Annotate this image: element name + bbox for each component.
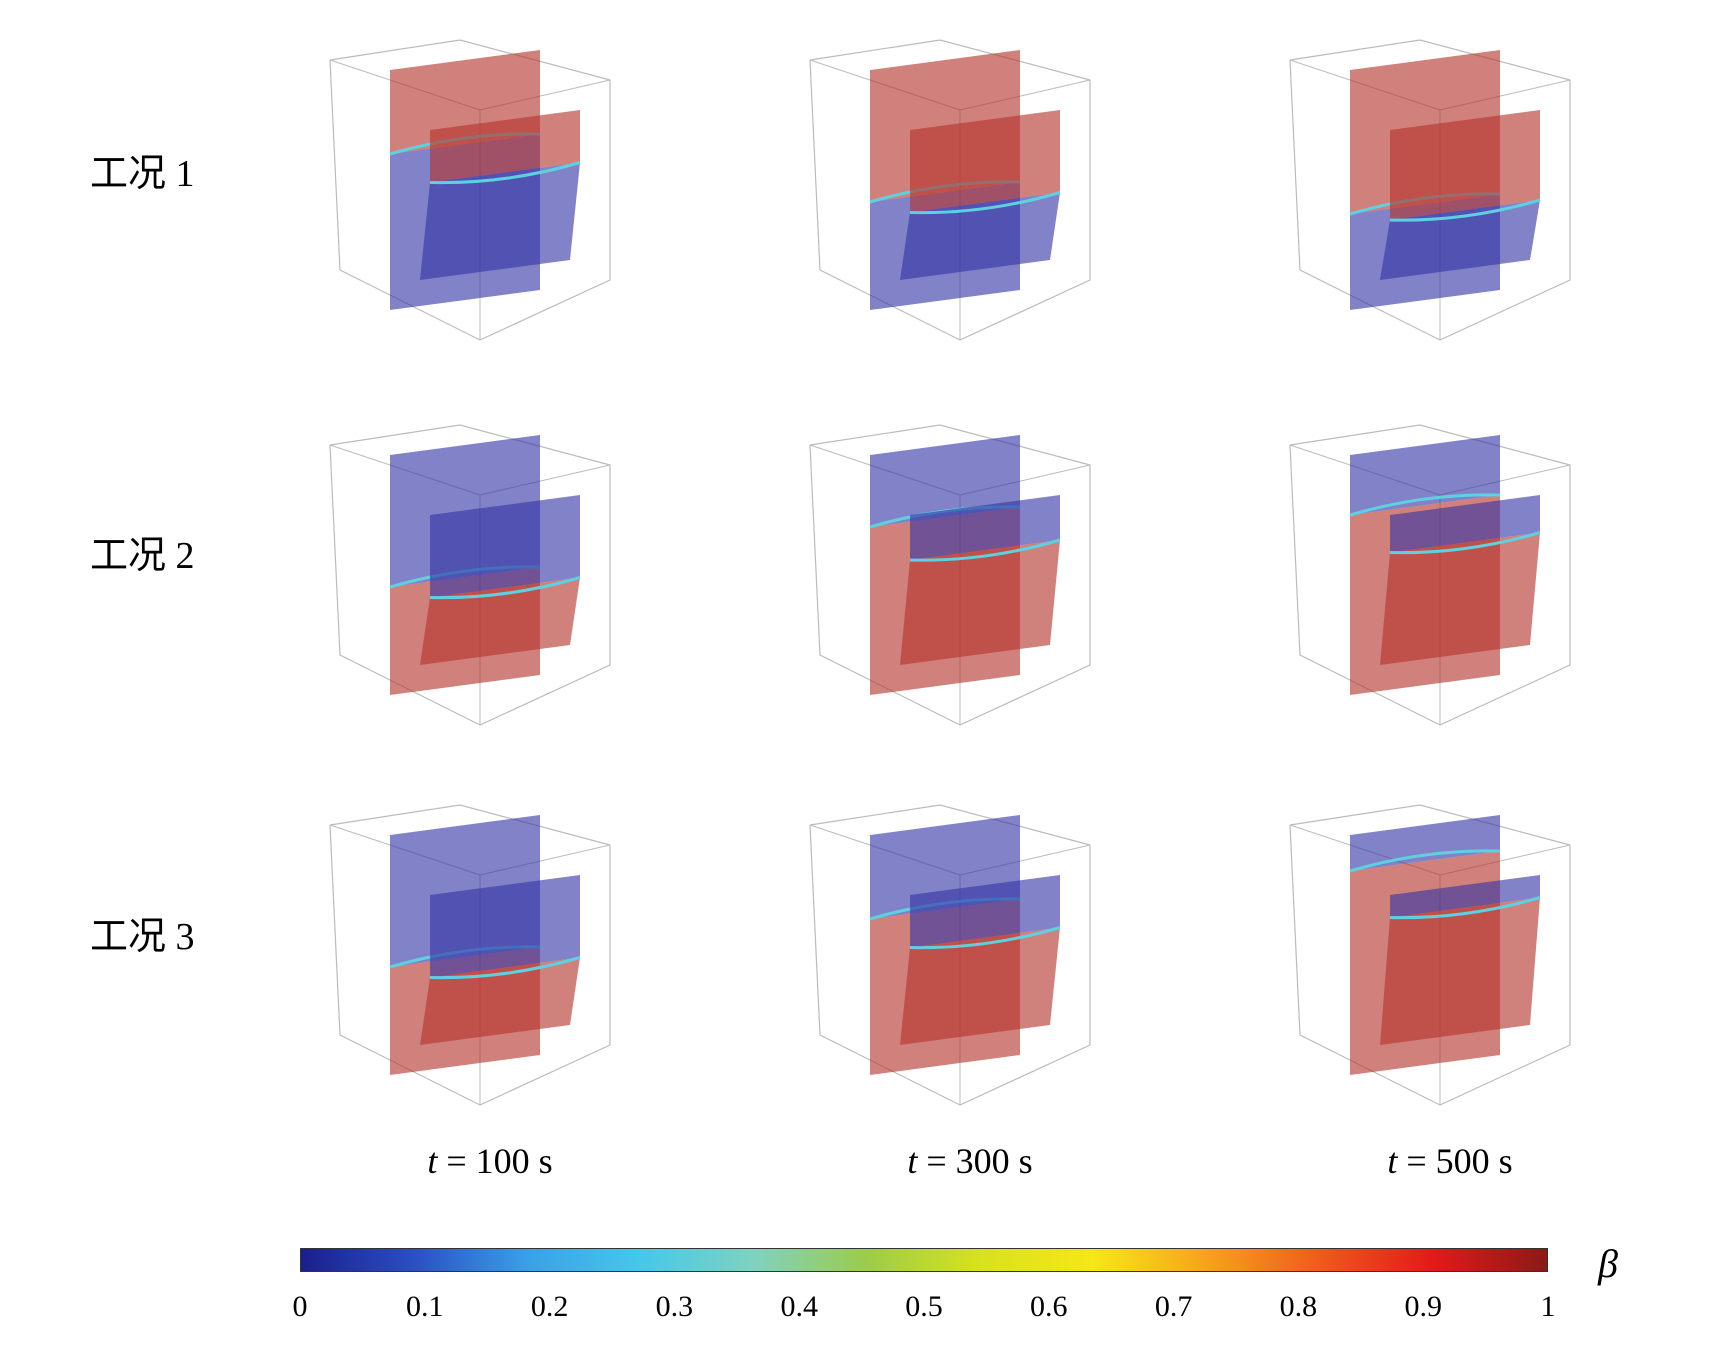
time-label-100: t = 100 s [427, 1141, 553, 1181]
colorbar-tick: 0.5 [905, 1290, 943, 1323]
colorbar [300, 1248, 1548, 1272]
box-outline [329, 424, 611, 726]
plane-region [1390, 495, 1540, 553]
phase-interface [429, 956, 581, 980]
colorbar-tick: 0.4 [780, 1290, 818, 1323]
plane-region [430, 875, 580, 978]
box-outline [1289, 424, 1571, 726]
plane-region [420, 162, 580, 280]
box-outline [329, 39, 611, 341]
phase-interface [909, 191, 1061, 215]
row-label-case-3: 工况 3 [90, 916, 195, 958]
plane-region [910, 495, 1060, 560]
colorbar-title: β [1598, 1241, 1618, 1286]
colorbar-ticks: 0 0.1 0.2 0.3 0.4 0.5 0.6 0.7 0.8 0.9 1 [293, 1290, 1556, 1330]
row-label-case-2: 工况 2 [90, 535, 195, 577]
colorbar-tick: 0.1 [406, 1290, 444, 1323]
slice-panel-case2-col2 [760, 405, 1160, 745]
row-label-case-1: 工况 1 [90, 153, 195, 195]
slice-panel-case1-col2 [760, 20, 1160, 360]
plane-region [420, 577, 580, 665]
colorbar-tick: 0.9 [1404, 1290, 1442, 1323]
slice-panel-case3-col2 [760, 785, 1160, 1125]
box-outline [329, 804, 611, 1106]
phase-interface [429, 161, 581, 185]
plane-region [420, 957, 580, 1045]
plane-region [900, 192, 1060, 280]
phase-interface [1389, 198, 1541, 222]
phase-interface [1349, 849, 1501, 873]
plane-region [430, 495, 580, 598]
phase-interface [429, 576, 581, 600]
colorbar-tick: 0.6 [1030, 1290, 1068, 1323]
plane-region [870, 435, 1020, 527]
box-outline [809, 39, 1091, 341]
box-outline [809, 804, 1091, 1106]
box-outline [809, 424, 1091, 726]
plane-region [1390, 875, 1540, 918]
slice-panel-case3-col1 [280, 785, 680, 1125]
phase-interface [909, 926, 1061, 950]
time-label-500: t = 500 s [1387, 1141, 1513, 1181]
phase-interface [909, 538, 1061, 562]
phase-interface [1389, 896, 1541, 920]
plane-region [430, 110, 580, 183]
colorbar-tick: 0.7 [1154, 1290, 1193, 1323]
box-outline [1289, 804, 1571, 1106]
slice-panel-case2-col1 [280, 405, 680, 745]
plane-region [1350, 815, 1500, 871]
colorbar-tick: 0.8 [1279, 1290, 1318, 1323]
slice-panel-case2-col3 [1240, 405, 1640, 745]
box-outline [1289, 39, 1571, 341]
plane-region [910, 110, 1060, 213]
phase-interface [1349, 493, 1501, 517]
plane-region [900, 540, 1060, 665]
time-label-300: t = 300 s [907, 1141, 1033, 1181]
colorbar-tick: 0.3 [655, 1290, 694, 1323]
slice-panel-case1-col1 [280, 20, 680, 360]
plane-region [910, 875, 1060, 948]
plane-region [900, 927, 1060, 1045]
plane-region [1380, 532, 1540, 665]
plane-region [1390, 110, 1540, 220]
slice-panel-case3-col3 [1240, 785, 1640, 1125]
slice-panel-case1-col3 [1240, 20, 1640, 360]
colorbar-tick: 0.2 [530, 1290, 569, 1323]
phase-interface [1389, 531, 1541, 555]
colorbar-tick: 0 [292, 1290, 308, 1323]
plane-region [1380, 897, 1540, 1045]
colorbar-tick: 1 [1540, 1290, 1556, 1323]
